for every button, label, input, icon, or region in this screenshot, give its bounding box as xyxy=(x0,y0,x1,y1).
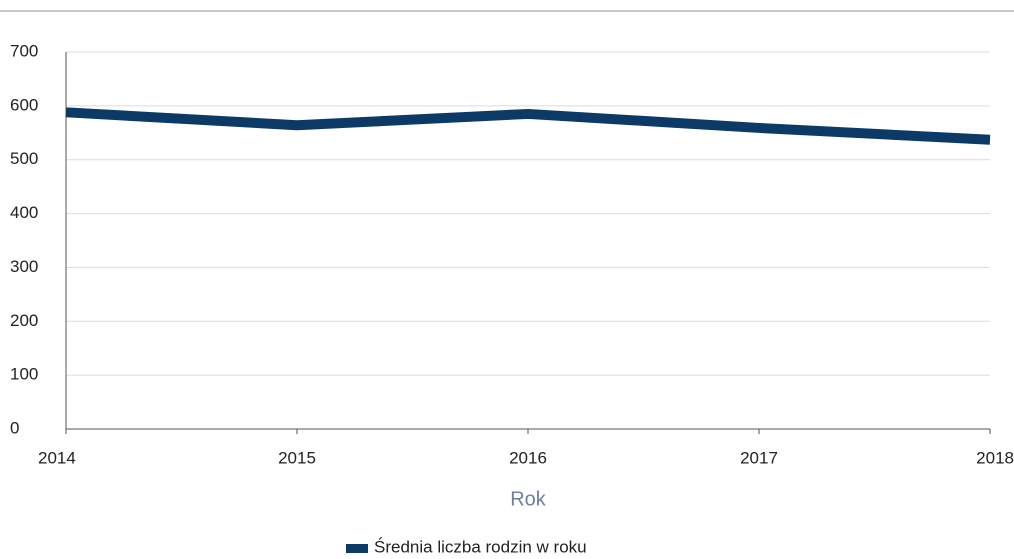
legend-swatch xyxy=(346,544,368,553)
x-tick-label: 2017 xyxy=(740,448,778,467)
y-tick-label: 100 xyxy=(10,365,38,384)
x-tick-label: 2014 xyxy=(38,448,76,467)
y-tick-label: 0 xyxy=(10,418,19,437)
x-tick-label: 2016 xyxy=(509,448,547,467)
legend-label: Średnia liczba rodzin w roku xyxy=(374,537,587,556)
y-tick-label: 600 xyxy=(10,95,38,114)
data-line xyxy=(65,107,991,145)
y-tick-label: 200 xyxy=(10,311,38,330)
x-axis-title: Rok xyxy=(510,488,547,510)
y-tick-label: 500 xyxy=(10,149,38,168)
y-tick-label: 300 xyxy=(10,257,38,276)
y-tick-label: 700 xyxy=(10,41,38,60)
x-tick-label: 2015 xyxy=(278,448,316,467)
x-tick-label: 2018 xyxy=(976,448,1014,467)
y-tick-label: 400 xyxy=(10,203,38,222)
